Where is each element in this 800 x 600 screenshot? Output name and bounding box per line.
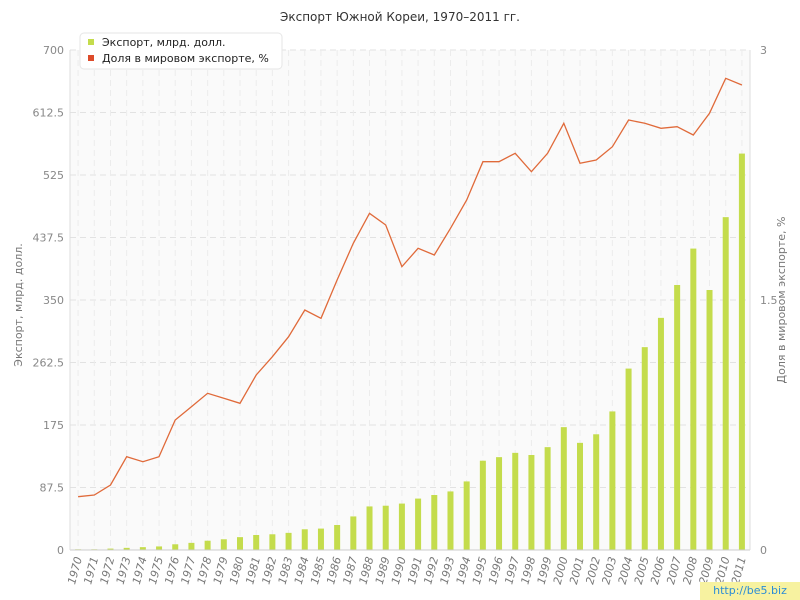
bar [172,544,179,550]
bar [269,534,276,550]
y-ticks-left: 0 87.5 175 262.5 350 437.5 525 612.5 700 [33,44,65,557]
bar [625,368,632,550]
bar [641,347,648,550]
bar [528,455,535,550]
bar [156,546,163,550]
bar [496,457,503,550]
legend: Экспорт, млрд. долл. Доля в мировом эксп… [79,32,283,70]
bar [674,285,681,550]
watermark: http://be5.biz [700,582,800,600]
legend-swatch-bars [88,39,94,45]
bar [577,442,583,550]
bar [544,447,551,550]
y-tick-label-left: 175 [43,419,64,432]
bar [123,547,130,550]
bars [75,153,745,551]
bar [366,506,373,550]
legend-box [79,32,283,70]
chart-title: Экспорт Южной Кореи, 1970–2011 гг. [280,10,520,24]
y-tick-label-left: 700 [43,44,64,57]
bar [706,290,713,550]
bar [722,217,729,550]
bar [560,427,567,550]
bar [285,532,292,550]
y-tick-label-left: 437.5 [33,232,65,245]
bar [738,153,745,551]
legend-label-line: Доля в мировом экспорте, % [102,52,269,65]
bar [690,248,697,551]
y-tick-label-left: 87.5 [40,482,65,495]
bar [415,498,422,550]
bar [204,540,211,550]
bar [139,547,146,550]
bar [334,525,341,550]
y-tick-label-right: 3 [760,44,767,57]
bar [220,539,227,550]
bar [431,495,438,550]
x-ticks: 1970197119721973197419751976197719781979… [65,555,749,585]
bar [382,505,389,550]
bar [350,516,357,550]
axes [69,50,751,551]
bar [512,452,519,550]
bar [463,481,470,550]
y-ticks-right: 01.53 [760,44,778,557]
legend-swatch-line [88,55,94,61]
y-tick-label-left: 262.5 [33,357,65,370]
bar [253,535,260,550]
bar [317,528,324,550]
bar [479,460,486,550]
line-series-path [78,77,743,498]
bar [301,529,308,550]
grid [70,49,750,550]
y-axis-title-right: Доля в мировом экспорте, % [775,217,788,384]
bar [237,537,243,550]
y-tick-label-left: 612.5 [33,107,65,120]
line-series [78,77,743,498]
bar [107,548,114,550]
bar [609,411,616,550]
y-tick-label-left: 525 [43,169,64,182]
legend-label-bars: Экспорт, млрд. долл. [102,36,225,49]
bar [188,542,195,550]
y-axis-title-left: Экспорт, млрд. долл. [12,243,25,366]
y-tick-label-left: 0 [57,544,64,557]
bar [447,491,454,550]
bar [657,317,664,550]
bar [593,434,600,550]
y-tick-label-right: 0 [760,544,767,557]
bar [398,503,405,550]
y-tick-label-left: 350 [43,294,64,307]
y-tick-label-right: 1.5 [760,294,778,307]
